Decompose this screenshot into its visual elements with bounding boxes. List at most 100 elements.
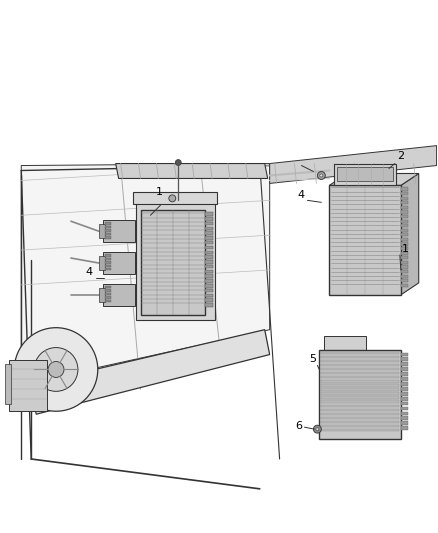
Bar <box>401 252 408 255</box>
Bar <box>401 238 408 241</box>
Bar <box>321 376 399 378</box>
Bar <box>321 388 399 391</box>
Bar <box>401 243 408 246</box>
Circle shape <box>169 195 176 202</box>
Bar <box>205 284 213 287</box>
Circle shape <box>34 348 78 391</box>
Bar <box>205 274 213 278</box>
Bar <box>401 362 408 366</box>
Bar <box>321 384 399 386</box>
Bar <box>401 247 408 250</box>
Bar <box>401 256 408 260</box>
Bar <box>205 265 213 269</box>
Bar <box>321 372 399 374</box>
Bar <box>205 251 213 254</box>
Polygon shape <box>116 164 268 179</box>
Bar <box>321 400 399 403</box>
Bar <box>9 360 47 411</box>
Bar <box>401 279 408 282</box>
Bar <box>105 233 111 235</box>
Bar <box>99 224 105 238</box>
Bar <box>401 220 408 223</box>
Bar <box>401 358 408 361</box>
Bar <box>205 241 213 245</box>
Bar <box>401 422 408 425</box>
Bar <box>205 270 213 273</box>
Bar <box>105 257 111 260</box>
Circle shape <box>175 159 181 166</box>
Bar <box>105 296 111 299</box>
Polygon shape <box>135 200 215 320</box>
Bar <box>105 225 111 228</box>
Bar <box>105 289 111 292</box>
Bar <box>205 289 213 292</box>
Bar <box>324 336 366 350</box>
Bar <box>329 185 401 295</box>
Circle shape <box>318 172 325 180</box>
Circle shape <box>14 328 98 411</box>
Bar <box>205 217 213 221</box>
Bar <box>401 372 408 376</box>
Bar <box>321 405 399 407</box>
Bar <box>401 261 408 264</box>
Bar <box>205 260 213 264</box>
Bar <box>99 288 105 302</box>
Circle shape <box>314 425 321 433</box>
Circle shape <box>320 174 323 177</box>
Bar <box>401 215 408 218</box>
Bar <box>401 229 408 232</box>
Bar <box>401 211 408 214</box>
Bar <box>401 392 408 395</box>
Bar <box>105 300 111 302</box>
Bar <box>105 222 111 225</box>
Bar <box>401 206 408 209</box>
Bar <box>401 416 408 420</box>
Polygon shape <box>401 173 419 295</box>
Bar <box>401 367 408 371</box>
Bar <box>205 231 213 235</box>
Bar <box>205 236 213 240</box>
Polygon shape <box>270 146 437 183</box>
Bar <box>205 227 213 230</box>
Bar <box>401 407 408 410</box>
Bar <box>105 254 111 256</box>
Bar <box>103 284 134 306</box>
Bar <box>401 197 408 200</box>
Bar <box>105 229 111 232</box>
Bar <box>105 264 111 267</box>
Bar <box>105 268 111 270</box>
Bar <box>133 192 217 204</box>
Bar <box>105 236 111 239</box>
Text: 1: 1 <box>402 244 409 254</box>
Text: 4: 4 <box>297 190 304 200</box>
Bar <box>5 365 11 404</box>
Bar <box>321 356 399 358</box>
Bar <box>321 429 399 431</box>
Bar <box>103 252 134 274</box>
Bar <box>401 224 408 227</box>
Bar <box>321 413 399 415</box>
Bar <box>141 211 205 315</box>
Bar <box>205 303 213 306</box>
Bar <box>205 279 213 282</box>
Bar <box>401 192 408 195</box>
Bar <box>401 426 408 430</box>
Bar <box>321 392 399 395</box>
Bar <box>401 188 408 191</box>
Bar <box>401 274 408 278</box>
Bar <box>99 256 105 270</box>
Bar <box>205 222 213 225</box>
Bar <box>321 397 399 399</box>
Bar <box>205 298 213 302</box>
Bar <box>401 382 408 386</box>
Text: 2: 2 <box>397 150 404 160</box>
Bar <box>321 364 399 366</box>
Bar <box>401 397 408 401</box>
Bar <box>321 360 399 362</box>
Bar <box>401 201 408 204</box>
Bar <box>321 417 399 419</box>
Bar <box>334 164 396 185</box>
Bar <box>105 286 111 288</box>
Bar <box>401 387 408 391</box>
Bar <box>337 166 393 181</box>
